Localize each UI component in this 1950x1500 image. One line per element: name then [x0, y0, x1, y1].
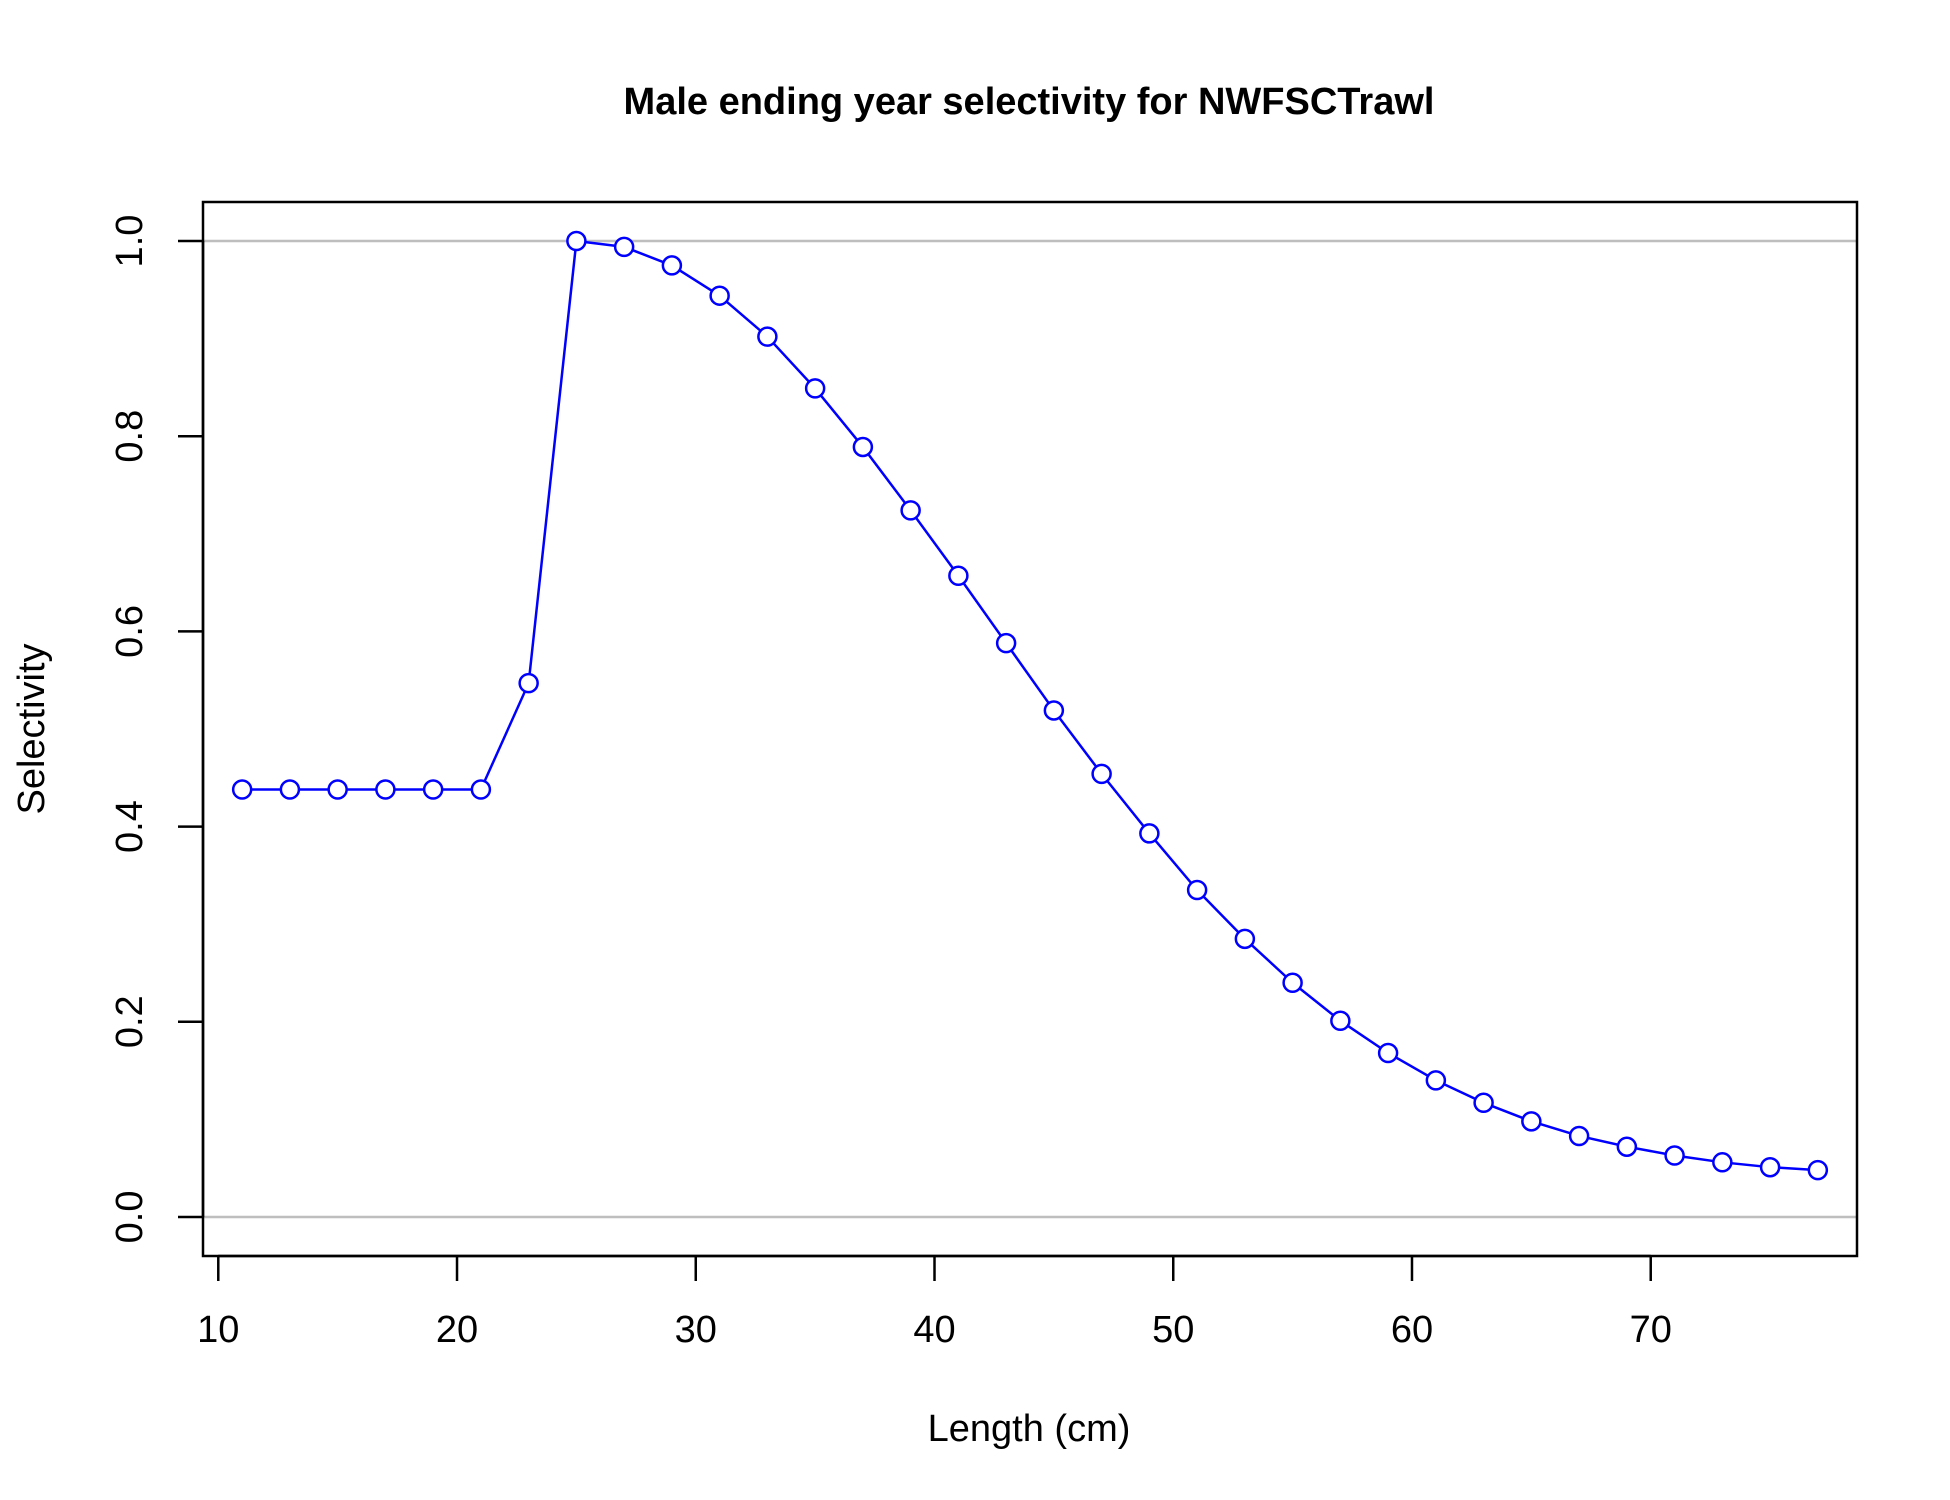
- data-point: [1521, 1111, 1542, 1132]
- data-point: [327, 779, 348, 800]
- y-tick-label: 0.2: [109, 995, 151, 1048]
- data-point: [900, 500, 921, 521]
- data-point: [804, 378, 826, 399]
- data-point: [231, 779, 253, 800]
- x-tick-label: 10: [197, 1309, 239, 1351]
- data-point: [1425, 1070, 1447, 1091]
- chart-title: Male ending year selectivity for NWFSCTr…: [624, 81, 1435, 123]
- series-line: [242, 239, 1818, 1172]
- data-point: [995, 632, 1017, 654]
- data-point: [613, 236, 635, 258]
- data-point: [1186, 879, 1208, 901]
- data-point: [1377, 1042, 1399, 1064]
- x-tick-label: 20: [436, 1309, 478, 1351]
- data-point: [1091, 763, 1112, 785]
- data-point: [1139, 823, 1160, 844]
- x-tick-label: 60: [1391, 1309, 1433, 1351]
- x-axis: 10 20 30 40 50 60 70: [197, 1254, 1672, 1351]
- data-point: [1330, 1010, 1351, 1032]
- data-point: [852, 436, 874, 458]
- data-point: [422, 779, 444, 800]
- y-tick-label: 0.6: [109, 605, 151, 658]
- data-point: [1473, 1092, 1494, 1114]
- data-point: [1807, 1159, 1829, 1181]
- x-tick-label: 30: [675, 1309, 717, 1351]
- x-tick-label: 40: [913, 1309, 955, 1351]
- data-point: [470, 779, 492, 800]
- data-point: [661, 255, 683, 276]
- data-point: [1568, 1125, 1590, 1147]
- data-point: [375, 779, 396, 800]
- data-layer: [231, 230, 1829, 1181]
- x-axis-label: Length (cm): [928, 1408, 1131, 1450]
- data-point: [709, 285, 730, 306]
- y-axis: 0.0 0.2 0.4 0.6 0.8 1.0: [109, 215, 205, 1244]
- reference-lines: [203, 239, 1857, 1219]
- data-point: [1664, 1145, 1685, 1166]
- data-point: [518, 672, 539, 694]
- x-tick-label: 70: [1630, 1309, 1672, 1351]
- data-point: [1616, 1136, 1638, 1157]
- data-point: [279, 779, 301, 800]
- y-tick-label: 0.4: [109, 800, 151, 853]
- data-point: [1759, 1156, 1781, 1178]
- y-tick-label: 0.0: [109, 1191, 151, 1244]
- data-point: [566, 230, 587, 252]
- data-point: [1234, 928, 1256, 950]
- data-point: [948, 565, 969, 587]
- data-point: [1712, 1152, 1733, 1173]
- data-point: [1282, 972, 1303, 993]
- y-tick-label: 1.0: [109, 215, 151, 268]
- data-point: [757, 326, 778, 347]
- x-tick-label: 50: [1152, 1309, 1194, 1351]
- data-point: [1043, 700, 1065, 721]
- y-tick-label: 0.8: [109, 410, 151, 463]
- y-axis-label: Selectivity: [11, 643, 53, 814]
